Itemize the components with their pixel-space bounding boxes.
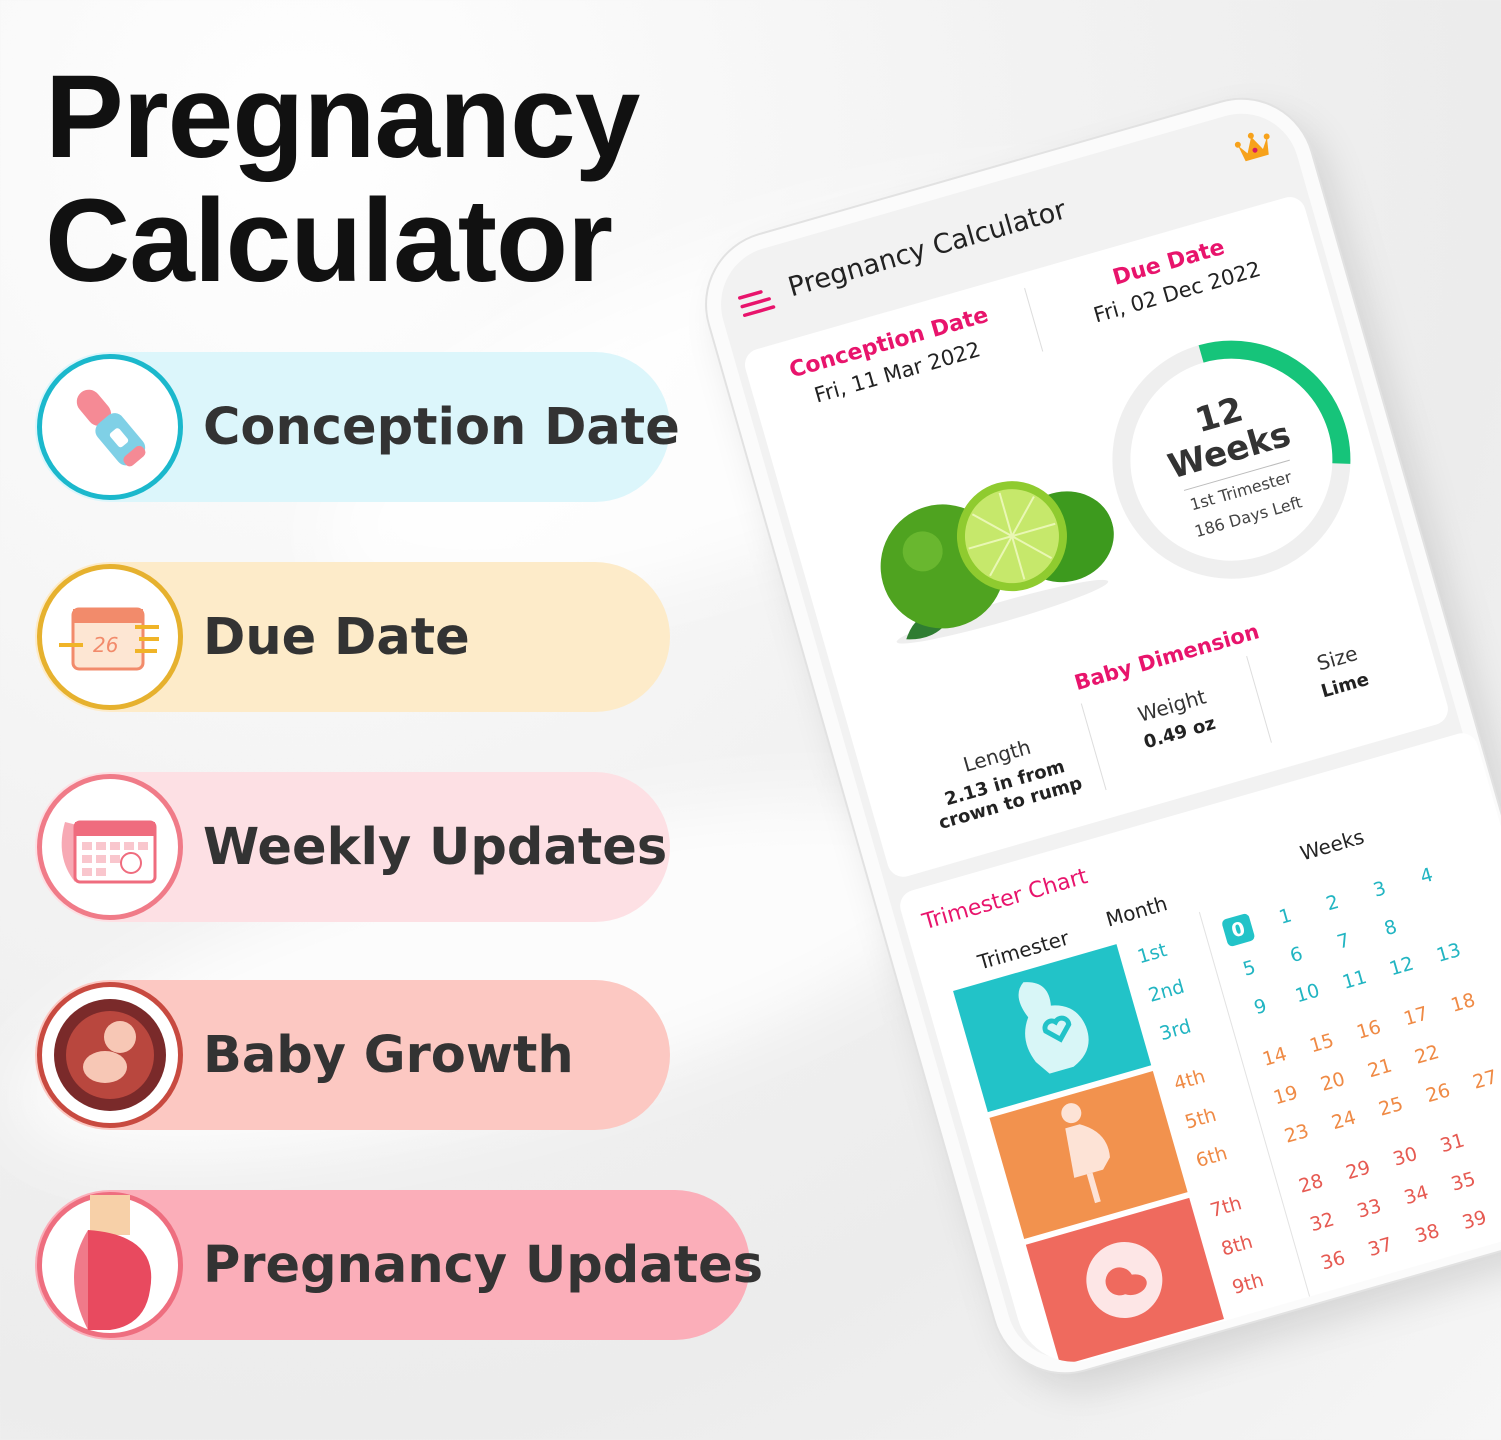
week-cell[interactable]: 27 [1470, 1065, 1500, 1094]
week-cell[interactable]: 16 [1354, 1015, 1384, 1044]
week-cell[interactable]: 21 [1365, 1054, 1395, 1083]
pregnant-woman-icon [1034, 1089, 1142, 1221]
length-field: Length 2.13 in from crown to rump [902, 718, 1104, 840]
week-cell[interactable]: 13 [1434, 938, 1464, 967]
col-weeks: Weeks [1297, 824, 1367, 866]
feature-label: Baby Growth [203, 1025, 574, 1085]
hamburger-icon[interactable] [737, 286, 777, 322]
headline-line1: Pregnancy [45, 51, 640, 183]
size-field: Size Lime [1252, 623, 1429, 719]
month-label[interactable]: 6th [1193, 1142, 1230, 1173]
week-cell[interactable]: 25 [1376, 1092, 1406, 1121]
feature-pill-due-date: 26 Due Date [35, 562, 670, 712]
week-cell[interactable]: 28 [1296, 1169, 1326, 1198]
month-label[interactable]: 4th [1171, 1065, 1208, 1096]
week-cell[interactable]: 38 [1412, 1219, 1442, 1248]
svg-text:26: 26 [93, 633, 118, 657]
baby-womb-icon [1069, 1224, 1181, 1339]
week-cell[interactable]: 9 [1251, 994, 1270, 1020]
week-cell[interactable]: 18 [1448, 988, 1478, 1017]
week-cell[interactable]: 24 [1329, 1106, 1359, 1135]
week-cell[interactable]: 20 [1318, 1067, 1348, 1096]
feature-label: Pregnancy Updates [203, 1235, 764, 1295]
weekly-calendar-icon [37, 774, 183, 920]
week-cell[interactable]: 8 [1381, 915, 1400, 941]
col-month: Month [1103, 891, 1170, 932]
feature-label: Weekly Updates [203, 817, 668, 877]
week-cell[interactable]: 34 [1401, 1181, 1431, 1210]
week-cell[interactable]: 4 [1417, 863, 1436, 889]
week-cell[interactable]: 36 [1318, 1246, 1348, 1275]
pregnancy-test-icon [37, 354, 183, 500]
feature-pill-baby-growth: Baby Growth [35, 980, 670, 1130]
trimester-chart-card: Trimester Chart Trimester Month Weeks 1s… [896, 729, 1501, 1376]
week-cell[interactable]: 14 [1260, 1042, 1290, 1071]
week-cell[interactable]: 2 [1323, 890, 1342, 916]
month-label[interactable]: 5th [1182, 1103, 1219, 1134]
week-cell[interactable]: 6 [1287, 942, 1306, 968]
weight-field: Weight 0.49 oz [1087, 671, 1264, 767]
week-cell[interactable]: 7 [1334, 929, 1353, 954]
headline: Pregnancy Calculator [45, 51, 640, 307]
week-cell[interactable]: 11 [1339, 965, 1370, 994]
feature-pill-conception-date: Conception Date [35, 352, 680, 502]
week-cell[interactable]: 23 [1282, 1119, 1312, 1148]
week-cell[interactable]: 31 [1437, 1129, 1468, 1158]
week-cell[interactable]: 1 [1276, 904, 1295, 929]
week-cell[interactable]: 12 [1386, 952, 1417, 981]
week-cell[interactable]: 19 [1271, 1081, 1301, 1110]
calendar-icon: 26 [37, 564, 183, 710]
fetus-icon [37, 982, 183, 1128]
month-label[interactable]: 2nd [1146, 975, 1187, 1007]
month-label[interactable]: 7th [1207, 1192, 1245, 1223]
week-cell[interactable]: 30 [1390, 1142, 1420, 1171]
week-cell[interactable]: 15 [1307, 1029, 1337, 1058]
week-cell[interactable]: 17 [1401, 1002, 1431, 1031]
week-cell[interactable]: 37 [1365, 1233, 1395, 1262]
week-cell[interactable]: 35 [1448, 1167, 1479, 1196]
week-cell[interactable]: 26 [1423, 1079, 1453, 1108]
month-label[interactable]: 3rd [1157, 1015, 1194, 1046]
trimester-block-1[interactable] [953, 944, 1152, 1113]
feature-label: Conception Date [203, 397, 680, 457]
summary-card: Conception Date Fri, 11 Mar 2022 Due Dat… [741, 193, 1452, 881]
feature-label: Due Date [203, 607, 470, 667]
week-cell[interactable]: 39 [1459, 1206, 1490, 1235]
pregnant-heart-icon [993, 961, 1111, 1095]
pregnant-belly-icon [37, 1192, 183, 1338]
month-label[interactable]: 8th [1218, 1230, 1256, 1261]
phone-mockup: Pregnancy Calculator Conception Date Fri… [690, 82, 1501, 1390]
week-cell[interactable]: 10 [1292, 979, 1323, 1008]
week-cell[interactable]: 22 [1412, 1040, 1442, 1069]
crown-icon[interactable] [1232, 127, 1276, 170]
month-label[interactable]: 1st [1135, 939, 1170, 969]
month-label[interactable]: 9th [1229, 1269, 1267, 1299]
progress-ring: 12 Weeks 1st Trimester 186 Days Left [1080, 309, 1383, 612]
conception-date[interactable]: Conception Date Fri, 11 Mar 2022 [746, 291, 1040, 424]
trimester-block-2[interactable] [989, 1071, 1188, 1240]
feature-pill-weekly-updates: Weekly Updates [35, 772, 670, 922]
feature-pill-pregnancy-updates: Pregnancy Updates [35, 1190, 763, 1340]
trimester-block-3[interactable] [1025, 1197, 1224, 1366]
lime-image [846, 432, 1134, 668]
week-cell[interactable]: 3 [1370, 877, 1389, 902]
week-cell[interactable]: 5 [1240, 956, 1259, 981]
week-cell[interactable]: 29 [1343, 1156, 1373, 1185]
week-cell[interactable]: 32 [1307, 1208, 1337, 1237]
headline-line2: Calculator [45, 175, 613, 307]
week-cell[interactable]: 0 [1220, 912, 1256, 948]
week-cell[interactable]: 33 [1354, 1194, 1384, 1223]
